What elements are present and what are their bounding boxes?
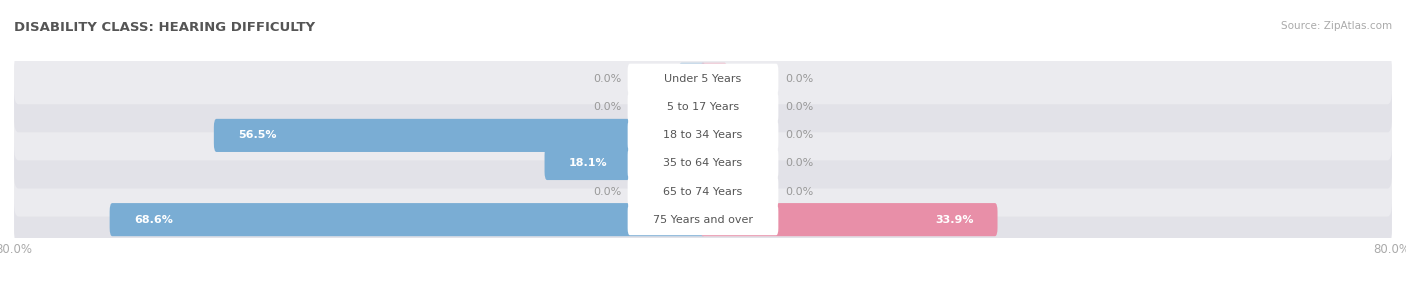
FancyBboxPatch shape xyxy=(627,204,779,235)
FancyBboxPatch shape xyxy=(14,54,1392,104)
Text: DISABILITY CLASS: HEARING DIFFICULTY: DISABILITY CLASS: HEARING DIFFICULTY xyxy=(14,21,315,34)
Text: 18 to 34 Years: 18 to 34 Years xyxy=(664,131,742,140)
FancyBboxPatch shape xyxy=(700,63,727,96)
FancyBboxPatch shape xyxy=(214,119,706,152)
Text: 0.0%: 0.0% xyxy=(785,102,813,112)
Text: 35 to 64 Years: 35 to 64 Years xyxy=(664,159,742,168)
FancyBboxPatch shape xyxy=(700,119,727,152)
Text: 0.0%: 0.0% xyxy=(593,102,621,112)
FancyBboxPatch shape xyxy=(679,63,706,96)
Text: 0.0%: 0.0% xyxy=(785,159,813,168)
Text: 33.9%: 33.9% xyxy=(935,215,973,225)
Text: 18.1%: 18.1% xyxy=(568,159,607,168)
FancyBboxPatch shape xyxy=(627,92,779,123)
FancyBboxPatch shape xyxy=(700,203,997,236)
FancyBboxPatch shape xyxy=(110,203,706,236)
FancyBboxPatch shape xyxy=(14,195,1392,245)
Text: 0.0%: 0.0% xyxy=(785,74,813,84)
Text: Source: ZipAtlas.com: Source: ZipAtlas.com xyxy=(1281,21,1392,31)
Text: 0.0%: 0.0% xyxy=(785,131,813,140)
FancyBboxPatch shape xyxy=(14,167,1392,217)
FancyBboxPatch shape xyxy=(14,138,1392,188)
Text: 75 Years and over: 75 Years and over xyxy=(652,215,754,225)
FancyBboxPatch shape xyxy=(627,176,779,207)
Legend: Male, Female: Male, Female xyxy=(634,301,772,305)
Text: 0.0%: 0.0% xyxy=(785,187,813,196)
Text: 5 to 17 Years: 5 to 17 Years xyxy=(666,102,740,112)
FancyBboxPatch shape xyxy=(700,175,727,208)
Text: Under 5 Years: Under 5 Years xyxy=(665,74,741,84)
Text: 65 to 74 Years: 65 to 74 Years xyxy=(664,187,742,196)
FancyBboxPatch shape xyxy=(544,147,706,180)
FancyBboxPatch shape xyxy=(700,91,727,124)
FancyBboxPatch shape xyxy=(14,82,1392,132)
Text: 68.6%: 68.6% xyxy=(134,215,173,225)
FancyBboxPatch shape xyxy=(679,175,706,208)
FancyBboxPatch shape xyxy=(627,120,779,151)
FancyBboxPatch shape xyxy=(627,148,779,179)
Text: 0.0%: 0.0% xyxy=(593,187,621,196)
FancyBboxPatch shape xyxy=(627,64,779,95)
FancyBboxPatch shape xyxy=(700,147,727,180)
Text: 56.5%: 56.5% xyxy=(238,131,277,140)
FancyBboxPatch shape xyxy=(14,110,1392,160)
FancyBboxPatch shape xyxy=(679,91,706,124)
Text: 0.0%: 0.0% xyxy=(593,74,621,84)
